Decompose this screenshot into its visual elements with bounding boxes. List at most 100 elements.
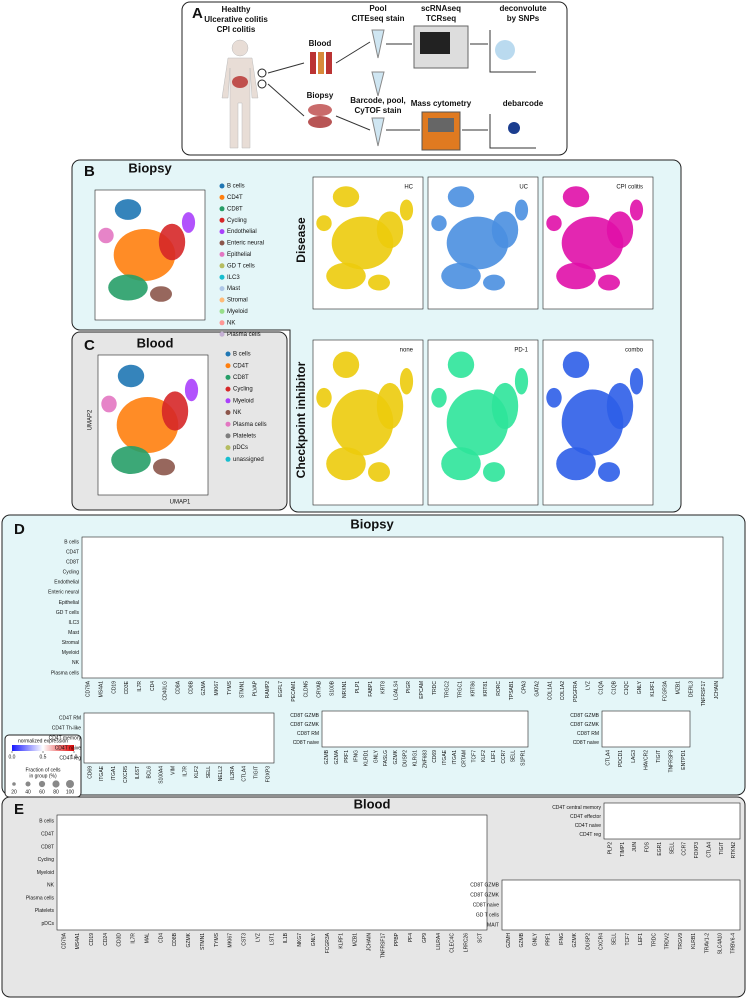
gene-label: KRT86 [470, 681, 476, 697]
legend-label: pDCs [233, 445, 248, 451]
gene-label: C1QB [611, 680, 617, 694]
umap-title: combo [625, 348, 644, 354]
row-label: CD8T [66, 560, 79, 566]
row-label: Endothelial [54, 580, 79, 586]
gene-label: FCGR3A [663, 680, 669, 701]
legend-swatch [225, 410, 231, 415]
legend-swatch [219, 263, 225, 269]
umap-cluster [326, 262, 366, 290]
umap-cluster [150, 286, 172, 302]
gene-label: CTLA4 [606, 750, 612, 766]
legend-label: Myeloid [227, 309, 248, 315]
gene-label: CRTAM [462, 750, 468, 767]
legend-label: Stromal [227, 298, 248, 304]
gene-label: PLP1 [355, 681, 361, 693]
gene-label: C1QC [624, 681, 630, 695]
gene-label: GZMK [572, 932, 578, 947]
gene-label: DERL3 [688, 681, 694, 697]
umap-cluster [562, 351, 590, 378]
legend-label: Plasma cells [233, 422, 267, 428]
gene-label: LEF1 [638, 933, 644, 945]
gene-label: RAMP2 [265, 681, 271, 698]
gene-label: RORC [496, 681, 502, 696]
umap-cluster [629, 368, 644, 395]
step-label: CITEseq stain [352, 14, 405, 23]
gene-label: LAG3 [631, 750, 637, 763]
gene-label: TRAV1-2 [704, 933, 710, 953]
gene-label: LYZ [586, 681, 592, 690]
umap-cluster [606, 382, 634, 430]
gene-label: LST1 [269, 933, 275, 945]
gene-label: ITGAE [99, 765, 105, 781]
gene-label: EGFL7 [278, 681, 284, 697]
gene-label: CST3 [242, 933, 248, 946]
step-label: scRNAseq [421, 4, 461, 13]
gene-label: CTLA4 [706, 842, 712, 858]
gene-label: COL1A1 [547, 681, 553, 700]
legend-label: CD8T [233, 375, 249, 381]
umap-cluster [101, 395, 117, 413]
row-label: NK [72, 660, 80, 666]
row-label: CD4T Th-like [52, 725, 81, 731]
step-label: debarcode [503, 99, 544, 108]
gene-label: CLEC4C [450, 933, 456, 953]
axis-label: UMAP2 [88, 409, 94, 430]
gene-label: STMN1 [240, 681, 246, 698]
row-label: ILC3 [68, 620, 79, 626]
umap-cluster [546, 215, 562, 232]
umap-cluster [153, 458, 175, 476]
dotplot-frame [601, 710, 691, 748]
gene-label: IL7R [131, 933, 137, 944]
gene-label: PLP2 [608, 842, 614, 854]
gene-label: GZMK [393, 749, 399, 764]
sample-label: Blood [309, 39, 332, 48]
gene-label: GNLY [637, 680, 643, 694]
gene-label: MKI67 [214, 681, 220, 696]
umap-cluster [98, 227, 114, 244]
panel-label: B [84, 163, 95, 180]
row-label: CD4T memory [49, 735, 82, 741]
legend-label: NK [233, 410, 241, 416]
step-label: by SNPs [507, 14, 540, 23]
legend-swatch [219, 251, 225, 257]
row-label: CD8T RM [577, 731, 599, 737]
gene-label: S1PR1 [520, 750, 526, 766]
size-legend-label: 40 [25, 789, 31, 795]
gene-label: KLF2 [481, 750, 487, 762]
gene-label: CRYAB [316, 680, 322, 697]
umap-cluster [117, 364, 145, 388]
umap-cluster [629, 199, 644, 221]
umap-cluster [114, 199, 142, 220]
gene-label: S100A4 [159, 766, 165, 784]
gene-label: FCGR3A [325, 932, 331, 953]
colorbar-tick-label: 1.0 [71, 754, 78, 760]
row-label: CD8T GZMK [470, 892, 499, 898]
legend-label: Plasma cells [227, 332, 261, 338]
gene-label: TRGC2 [445, 681, 451, 698]
gene-label: TRGV9 [678, 933, 684, 950]
panel-title: Blood [354, 796, 391, 811]
gene-label: CD79A [61, 932, 67, 949]
row-label: NK [47, 883, 55, 889]
gene-label: ITGAE [442, 749, 448, 765]
umap-cluster [441, 447, 481, 481]
gene-label: KLRD1 [363, 750, 369, 766]
row-label: Plasma cells [51, 670, 80, 676]
umap-cluster [161, 391, 189, 431]
row-label: B cells [64, 539, 79, 545]
row-label: Cycling [63, 570, 80, 576]
gene-label: TNFRSF17 [380, 933, 386, 959]
gene-label: NKG7 [297, 933, 303, 947]
sample-icons [257, 25, 536, 151]
legend-swatch [225, 445, 231, 451]
umap-title: UC [519, 185, 528, 191]
gene-label: GZMB [324, 749, 330, 764]
gene-label: NRXN1 [342, 681, 348, 698]
umap-cluster [181, 212, 196, 233]
legend-swatch [219, 297, 225, 303]
gene-label: CD19 [89, 933, 95, 946]
gene-label: IL1B [283, 932, 289, 943]
umap-cluster [399, 368, 414, 395]
umap-cluster [399, 199, 414, 221]
umap-cluster [316, 387, 332, 408]
